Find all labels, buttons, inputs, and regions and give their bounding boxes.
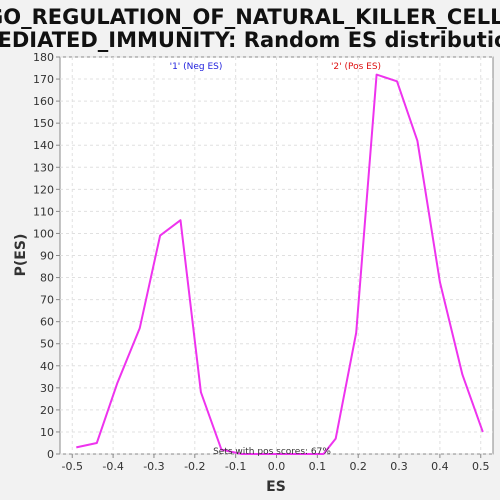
x-tick-label: -0.1 bbox=[225, 460, 246, 473]
pos-es-annotation: '2' (Pos ES) bbox=[331, 62, 381, 72]
x-tick-label: -0.4 bbox=[102, 460, 123, 473]
x-tick-label: 0.1 bbox=[309, 460, 327, 473]
y-tick-label: 40 bbox=[40, 360, 54, 373]
x-tick-label: -0.2 bbox=[184, 460, 205, 473]
x-tick-label: 0.3 bbox=[390, 460, 408, 473]
y-tick-label: 20 bbox=[40, 404, 54, 417]
es-distribution-line bbox=[76, 73, 484, 455]
y-axis-label: P(ES) bbox=[13, 234, 29, 277]
y-tick-label: 10 bbox=[40, 426, 54, 439]
y-tick-label: 0 bbox=[47, 448, 54, 461]
neg-es-annotation: '1' (Neg ES) bbox=[170, 62, 223, 72]
y-tick-label: 80 bbox=[40, 272, 54, 285]
chart-title-line-2: MEDIATED_IMMUNITY: Random ES distributio… bbox=[0, 28, 500, 52]
axis-ticks: 0 10 20 30 40 50 60 70 80 90 100 110 120 130 140 150 160… bbox=[33, 51, 489, 473]
y-tick-label: 100 bbox=[33, 227, 54, 240]
series-layer bbox=[76, 73, 484, 455]
y-tick-label: 110 bbox=[33, 205, 54, 218]
y-tick-label: 60 bbox=[40, 316, 54, 329]
x-tick-label: -0.5 bbox=[62, 460, 83, 473]
y-tick-label: 50 bbox=[40, 338, 54, 351]
pos-scores-annotation: Sets with pos scores: 67% bbox=[213, 447, 331, 457]
y-tick-label: 120 bbox=[33, 183, 54, 196]
grid bbox=[60, 56, 493, 455]
x-tick-label: 0.0 bbox=[268, 460, 286, 473]
x-tick-label: 0.4 bbox=[431, 460, 449, 473]
x-tick-label: -0.3 bbox=[143, 460, 164, 473]
y-tick-label: 140 bbox=[33, 139, 54, 152]
y-tick-label: 130 bbox=[33, 161, 54, 174]
y-tick-label: 70 bbox=[40, 294, 54, 307]
y-tick-label: 30 bbox=[40, 382, 54, 395]
x-tick-label: 0.2 bbox=[349, 460, 367, 473]
x-tick-label: 0.5 bbox=[472, 460, 490, 473]
y-tick-label: 180 bbox=[33, 51, 54, 64]
chart-title-line-1: GO_REGULATION_OF_NATURAL_KILLER_CELL_ bbox=[0, 5, 500, 29]
y-tick-label: 90 bbox=[40, 250, 54, 263]
y-tick-label: 170 bbox=[33, 73, 54, 86]
y-tick-label: 160 bbox=[33, 95, 54, 108]
y-tick-label: 150 bbox=[33, 117, 54, 130]
x-axis-label: ES bbox=[266, 479, 286, 495]
